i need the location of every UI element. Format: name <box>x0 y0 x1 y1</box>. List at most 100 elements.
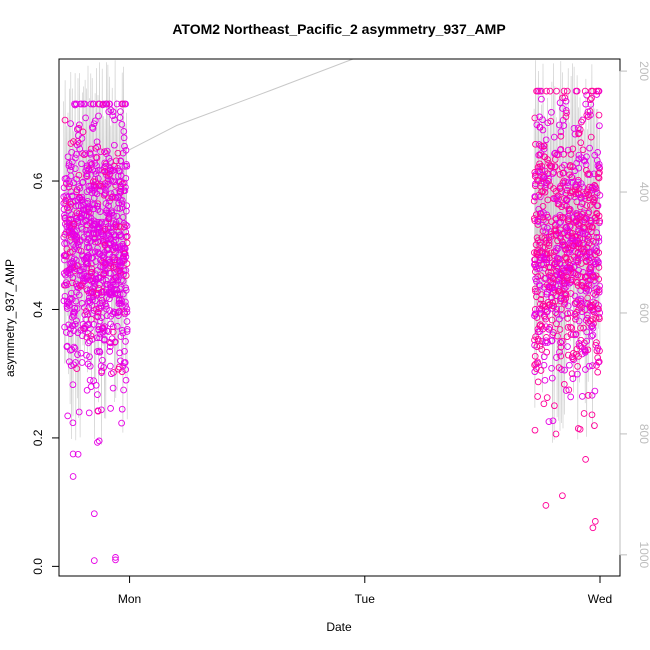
depth-connector <box>129 59 354 151</box>
data-point <box>570 253 578 261</box>
x-axis: Mon Tue Wed <box>118 575 612 606</box>
data-point <box>556 121 563 129</box>
data-point <box>101 242 109 249</box>
data-point <box>123 318 131 325</box>
data-point <box>575 317 583 325</box>
data-point <box>596 219 603 227</box>
data-point <box>531 352 539 360</box>
data-point <box>545 175 553 182</box>
data-point <box>532 211 540 219</box>
data-point <box>105 209 112 217</box>
data-point <box>82 150 89 157</box>
data-point <box>68 295 76 303</box>
data-point <box>565 386 573 394</box>
data-point <box>586 171 594 178</box>
data-point <box>72 197 79 205</box>
data-point <box>102 100 110 108</box>
data-point <box>69 311 77 318</box>
data-point <box>75 408 83 416</box>
data-point <box>67 120 74 127</box>
data-point <box>583 91 591 99</box>
data-point <box>587 133 595 141</box>
data-point <box>545 283 552 291</box>
data-point <box>588 94 595 102</box>
data-point <box>542 228 550 236</box>
data-point <box>74 450 82 458</box>
data-point <box>112 243 119 251</box>
outlier-point <box>112 554 119 561</box>
data-point <box>561 298 569 306</box>
data-point <box>121 347 128 355</box>
data-point <box>574 370 581 378</box>
data-point <box>551 221 559 229</box>
data-point <box>582 287 590 295</box>
data-point <box>540 400 548 408</box>
data-point <box>541 275 548 282</box>
y-tick-label: 0.6 <box>31 172 45 189</box>
data-point <box>595 237 603 245</box>
data-point <box>63 343 71 351</box>
data-point <box>65 222 73 230</box>
data-point <box>542 136 550 144</box>
data-point <box>122 376 130 384</box>
data-point <box>540 142 548 150</box>
data-point <box>562 294 570 302</box>
data-point <box>80 304 88 311</box>
data-point <box>97 228 105 235</box>
data-point <box>567 237 575 245</box>
data-point <box>111 116 118 124</box>
data-point <box>105 259 113 266</box>
data-point <box>107 312 115 320</box>
data-point <box>585 362 593 370</box>
data-point <box>531 368 539 376</box>
right-tick-label: 800 <box>637 424 650 444</box>
data-point <box>85 297 93 305</box>
data-point <box>556 99 564 107</box>
data-point <box>67 259 75 267</box>
data-point <box>555 286 563 293</box>
data-point <box>553 244 560 252</box>
data-point <box>582 166 590 174</box>
right-tick-label: 200 <box>637 61 650 81</box>
data-point <box>123 305 131 313</box>
data-point <box>594 354 602 362</box>
data-point <box>92 144 100 152</box>
data-point <box>95 112 102 120</box>
data-point <box>582 456 589 463</box>
data-point <box>96 305 103 313</box>
data-point <box>90 186 98 194</box>
outlier-point <box>542 502 550 509</box>
data-point <box>540 301 547 308</box>
data-point <box>554 254 562 262</box>
data-point <box>74 351 81 358</box>
data-point <box>534 218 542 225</box>
data-point <box>573 87 581 95</box>
data-point <box>556 185 564 193</box>
data-point <box>570 125 578 132</box>
data-point <box>595 358 602 366</box>
data-point <box>572 315 579 323</box>
data-point <box>83 217 90 224</box>
data-point <box>100 227 107 235</box>
data-point <box>95 437 103 445</box>
data-point <box>72 212 79 220</box>
data-point <box>78 300 86 307</box>
data-point <box>534 237 542 244</box>
data-point <box>539 171 547 179</box>
data-point <box>109 328 117 336</box>
data-point <box>106 290 114 297</box>
data-point <box>568 276 576 284</box>
data-point <box>70 241 78 249</box>
data-point <box>80 100 87 108</box>
data-point <box>548 374 556 382</box>
data-point <box>114 149 122 157</box>
outlier-point <box>589 524 597 532</box>
data-point <box>564 258 572 266</box>
data-point <box>123 328 131 335</box>
data-point <box>558 271 566 278</box>
data-point <box>552 225 559 233</box>
data-point <box>123 239 131 247</box>
data-point <box>105 108 113 115</box>
data-point <box>66 248 74 256</box>
data-point <box>75 171 83 179</box>
